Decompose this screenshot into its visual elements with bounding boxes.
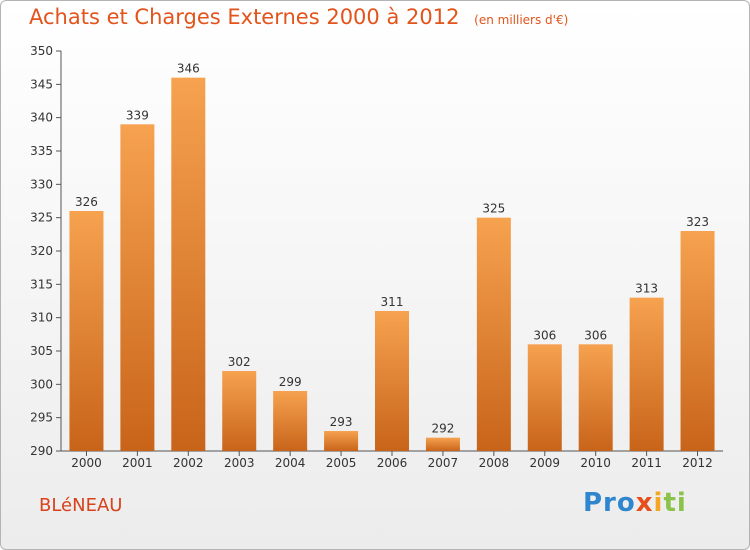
data-label: 311 (381, 295, 404, 309)
x-tick-label: 2006 (377, 456, 408, 470)
y-tick-label: 325 (30, 211, 53, 225)
bar (171, 77, 206, 452)
x-tick-label: 2004 (275, 456, 306, 470)
y-tick-label: 340 (30, 111, 53, 125)
proxiti-logo: Proxiti (583, 488, 687, 518)
x-tick-label: 2012 (682, 456, 713, 470)
logo-part: i (653, 488, 664, 518)
bar (120, 124, 155, 451)
data-label: 299 (279, 375, 302, 389)
x-tick-label: 2000 (71, 456, 102, 470)
x-tick-label: 2001 (122, 456, 153, 470)
chart-data-labels: 326 339 346 302 299 293 311 292 325 306 306 313 323 (75, 62, 709, 436)
data-label: 313 (635, 282, 658, 296)
y-tick-label: 330 (30, 177, 53, 191)
data-label: 346 (177, 62, 200, 76)
x-tick-label: 2007 (428, 456, 459, 470)
logo-part: x (635, 488, 654, 518)
chart-axes: 290 295 300 305 310 315 320 325 330 335 340 345 350 2… (30, 44, 723, 470)
data-label: 293 (330, 415, 353, 429)
logo-part: Pro (583, 488, 636, 518)
bar (425, 437, 460, 451)
bar (629, 297, 664, 451)
x-tick-label: 2005 (326, 456, 357, 470)
bar (476, 217, 511, 451)
x-tick-label: 2010 (580, 456, 611, 470)
y-tick-label: 305 (30, 344, 53, 358)
data-label: 292 (431, 422, 454, 436)
data-label: 323 (686, 215, 709, 229)
y-tick-label: 300 (30, 377, 53, 391)
town-name: BLéNEAU (39, 495, 123, 516)
y-tick-label: 345 (30, 77, 53, 91)
y-tick-label: 335 (30, 144, 53, 158)
y-tick-label: 315 (30, 277, 53, 291)
bar (222, 371, 257, 451)
bar (527, 344, 562, 451)
y-tick-label: 320 (30, 244, 53, 258)
x-tick-label: 2009 (529, 456, 560, 470)
bar (324, 431, 359, 451)
y-tick-label: 290 (30, 444, 53, 458)
logo-part: ti (663, 488, 687, 518)
chart-title: Achats et Charges Externes 2000 à 2012 (… (29, 5, 568, 29)
bar (69, 211, 104, 451)
data-label: 325 (482, 202, 505, 216)
y-tick-label: 350 (30, 44, 53, 58)
bar (375, 311, 409, 451)
x-tick-label: 2002 (173, 456, 204, 470)
chart-unit: (en milliers d'€) (474, 13, 569, 27)
data-label: 326 (75, 195, 98, 209)
x-tick-label: 2003 (224, 456, 255, 470)
data-label: 302 (228, 355, 251, 369)
bar (578, 344, 613, 451)
y-tick-label: 295 (30, 411, 53, 425)
chart-bars (69, 77, 715, 452)
data-label: 339 (126, 108, 149, 122)
y-tick-label: 310 (30, 311, 53, 325)
data-label: 306 (533, 328, 556, 342)
chart-title-text: Achats et Charges Externes 2000 à 2012 (29, 5, 460, 29)
bar (273, 391, 308, 451)
x-tick-label: 2008 (479, 456, 510, 470)
bar (680, 231, 715, 451)
x-tick-label: 2011 (631, 456, 662, 470)
data-label: 306 (584, 328, 607, 342)
